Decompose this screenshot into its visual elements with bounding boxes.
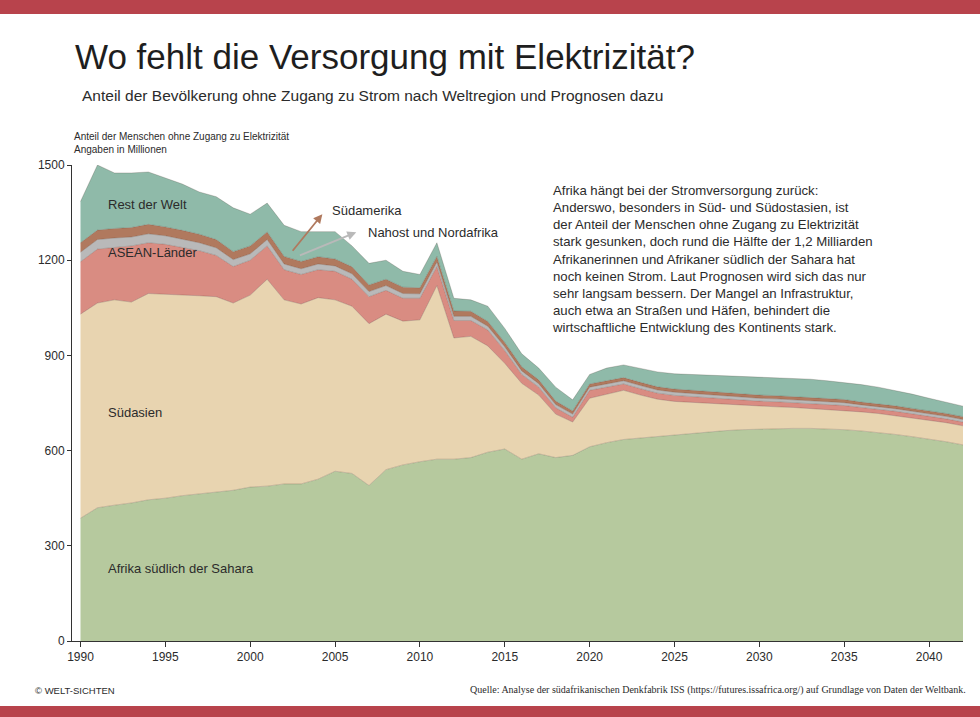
svg-text:1200: 1200	[38, 253, 65, 267]
svg-text:Anteil der Menschen ohne Zugan: Anteil der Menschen ohne Zugang zu Elekt…	[74, 131, 289, 155]
svg-text:Südamerika: Südamerika	[332, 203, 402, 218]
svg-text:Wo fehlt die Versorgung mit El: Wo fehlt die Versorgung mit Elektrizität…	[75, 37, 695, 76]
svg-text:2005: 2005	[322, 650, 349, 664]
svg-text:Afrika hängt bei der Stromvers: Afrika hängt bei der Stromversorgung zur…	[552, 183, 873, 335]
svg-text:300: 300	[45, 539, 65, 553]
svg-text:Nahost und Nordafrika: Nahost und Nordafrika	[368, 225, 499, 240]
svg-text:Afrika südlich der Sahara: Afrika südlich der Sahara	[108, 561, 254, 576]
svg-text:600: 600	[45, 444, 65, 458]
svg-text:2020: 2020	[576, 650, 603, 664]
svg-text:ASEAN-Länder: ASEAN-Länder	[108, 245, 198, 260]
svg-text:2000: 2000	[237, 650, 264, 664]
svg-text:© WELT-SICHTEN: © WELT-SICHTEN	[35, 685, 115, 696]
svg-text:900: 900	[45, 349, 65, 363]
svg-text:Quelle: Analyse der südafrikan: Quelle: Analyse der südafrikanischen Den…	[470, 684, 966, 696]
svg-text:Südasien: Südasien	[108, 405, 162, 420]
svg-text:1995: 1995	[152, 650, 179, 664]
svg-text:1990: 1990	[67, 650, 94, 664]
svg-text:Anteil der Bevölkerung ohne Zu: Anteil der Bevölkerung ohne Zugang zu St…	[82, 87, 663, 104]
svg-text:0: 0	[58, 634, 65, 648]
svg-text:2035: 2035	[831, 650, 858, 664]
svg-text:2030: 2030	[746, 650, 773, 664]
svg-text:2010: 2010	[407, 650, 434, 664]
svg-text:2015: 2015	[491, 650, 518, 664]
svg-text:Rest der Welt: Rest der Welt	[108, 197, 187, 212]
svg-text:2040: 2040	[916, 650, 943, 664]
svg-text:2025: 2025	[661, 650, 688, 664]
svg-text:1500: 1500	[38, 158, 65, 172]
